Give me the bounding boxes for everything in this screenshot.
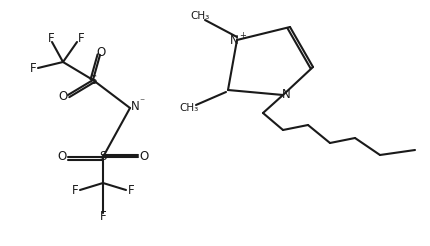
Text: F: F	[100, 210, 106, 222]
Text: CH₃: CH₃	[179, 103, 199, 113]
Text: CH₃: CH₃	[190, 11, 210, 21]
Text: F: F	[78, 32, 84, 46]
Text: O: O	[96, 46, 106, 59]
Text: O: O	[58, 91, 68, 104]
Text: N: N	[131, 99, 139, 112]
Text: O: O	[57, 151, 67, 164]
Text: ⁻: ⁻	[139, 97, 144, 107]
Text: F: F	[128, 184, 134, 197]
Text: +: +	[240, 31, 246, 40]
Text: S: S	[99, 151, 107, 164]
Text: N: N	[282, 89, 290, 102]
Text: F: F	[72, 184, 78, 197]
Text: F: F	[30, 62, 36, 75]
Text: N: N	[230, 33, 238, 46]
Text: F: F	[48, 32, 54, 46]
Text: O: O	[139, 151, 149, 164]
Text: S: S	[89, 74, 97, 87]
